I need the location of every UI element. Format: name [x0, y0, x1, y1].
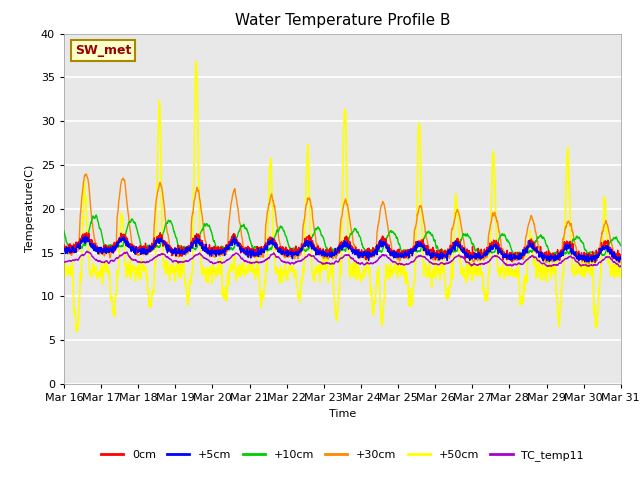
- +5cm: [81, 233, 89, 239]
- Text: SW_met: SW_met: [75, 44, 131, 57]
- +50cm: [617, 260, 625, 265]
- TC_temp11: [504, 263, 512, 268]
- 0cm: [216, 252, 223, 257]
- +10cm: [371, 246, 379, 252]
- +10cm: [359, 243, 367, 249]
- +5cm: [617, 254, 625, 260]
- +5cm: [504, 254, 512, 260]
- TC_temp11: [568, 255, 575, 261]
- 0cm: [568, 242, 575, 248]
- Line: 0cm: 0cm: [64, 232, 621, 263]
- TC_temp11: [617, 263, 625, 269]
- TC_temp11: [584, 263, 591, 269]
- +30cm: [504, 255, 512, 261]
- +30cm: [584, 258, 591, 264]
- +50cm: [505, 271, 513, 276]
- +50cm: [192, 59, 200, 64]
- +30cm: [568, 225, 575, 231]
- +30cm: [83, 171, 90, 177]
- +30cm: [585, 261, 593, 267]
- Title: Water Temperature Profile B: Water Temperature Profile B: [235, 13, 450, 28]
- TC_temp11: [359, 261, 367, 266]
- 0cm: [359, 252, 367, 257]
- TC_temp11: [60, 259, 68, 265]
- +10cm: [554, 253, 562, 259]
- +50cm: [359, 275, 367, 280]
- +10cm: [60, 228, 68, 234]
- +10cm: [568, 241, 576, 247]
- 0cm: [584, 253, 591, 259]
- +5cm: [371, 248, 379, 253]
- +50cm: [584, 263, 591, 269]
- X-axis label: Time: Time: [329, 408, 356, 419]
- +5cm: [216, 249, 223, 255]
- +5cm: [359, 251, 367, 257]
- +30cm: [216, 252, 223, 258]
- +5cm: [616, 259, 623, 265]
- 0cm: [83, 229, 90, 235]
- 0cm: [504, 253, 512, 259]
- +30cm: [60, 247, 68, 253]
- Line: TC_temp11: TC_temp11: [64, 251, 621, 267]
- +30cm: [359, 252, 367, 258]
- +30cm: [371, 251, 379, 256]
- +50cm: [568, 261, 576, 267]
- +50cm: [371, 300, 379, 306]
- TC_temp11: [616, 264, 624, 270]
- +5cm: [568, 248, 575, 254]
- TC_temp11: [83, 248, 91, 254]
- +50cm: [216, 266, 223, 272]
- Line: +10cm: +10cm: [64, 215, 621, 256]
- +10cm: [216, 245, 223, 251]
- TC_temp11: [216, 259, 223, 264]
- +50cm: [60, 268, 68, 274]
- 0cm: [371, 247, 379, 253]
- Line: +30cm: +30cm: [64, 174, 621, 264]
- +5cm: [584, 256, 591, 262]
- +30cm: [617, 260, 625, 265]
- 0cm: [591, 260, 599, 265]
- +5cm: [60, 245, 68, 251]
- TC_temp11: [371, 260, 379, 265]
- +10cm: [584, 250, 591, 256]
- 0cm: [60, 241, 68, 247]
- Legend: 0cm, +5cm, +10cm, +30cm, +50cm, TC_temp11: 0cm, +5cm, +10cm, +30cm, +50cm, TC_temp1…: [96, 445, 589, 466]
- +10cm: [504, 239, 512, 245]
- 0cm: [617, 257, 625, 263]
- +50cm: [72, 328, 80, 334]
- Line: +5cm: +5cm: [64, 236, 621, 262]
- +10cm: [92, 212, 100, 218]
- +10cm: [617, 243, 625, 249]
- Line: +50cm: +50cm: [64, 61, 621, 331]
- Y-axis label: Temperature(C): Temperature(C): [26, 165, 35, 252]
